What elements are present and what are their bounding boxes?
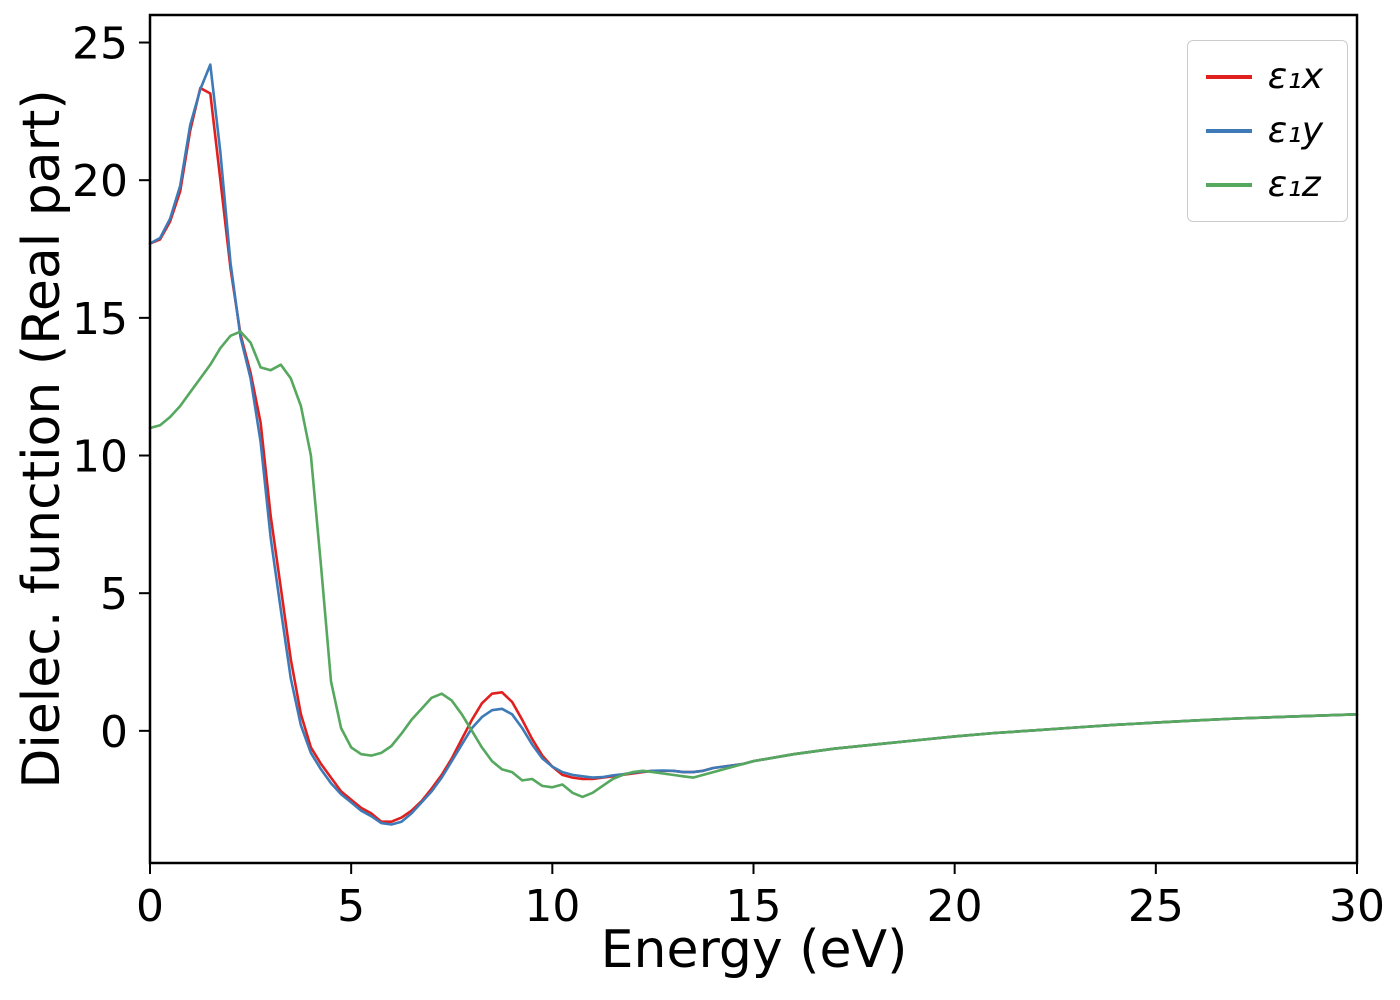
y-tick-label: 25 — [72, 19, 128, 70]
y-tick-label: 20 — [72, 156, 128, 207]
legend-label: ε₁y — [1267, 110, 1323, 151]
y-tick-label: 5 — [100, 569, 128, 620]
legend-item: ε₁y — [1205, 110, 1323, 151]
legend: ε₁x ε₁y ε₁z — [1186, 40, 1348, 222]
legend-swatch — [1205, 75, 1252, 79]
legend-swatch — [1205, 129, 1252, 133]
x-tick-label: 15 — [726, 881, 782, 932]
y-tick-label: 10 — [72, 432, 128, 483]
legend-swatch — [1205, 183, 1252, 187]
x-tick-label: 30 — [1329, 881, 1385, 932]
legend-label: ε₁x — [1267, 56, 1323, 97]
y-tick-label: 15 — [72, 294, 128, 345]
x-tick-label: 10 — [524, 881, 580, 932]
y-axis-label: Dielec. function (Real part) — [12, 89, 72, 789]
series-line-eps1y — [148, 63, 1359, 826]
legend-item: ε₁x — [1205, 56, 1323, 97]
x-axis-label: Energy (eV) — [600, 920, 908, 980]
x-tick-label: 0 — [136, 881, 164, 932]
axes-box — [148, 13, 1359, 865]
y-tick-label: 0 — [100, 707, 128, 758]
series-line-eps1x — [148, 86, 1359, 824]
x-tick-label: 25 — [1128, 881, 1184, 932]
x-tick-label: 5 — [337, 881, 365, 932]
series-line-eps1z — [148, 330, 1359, 799]
x-tick-label: 20 — [927, 881, 983, 932]
legend-item: ε₁z — [1205, 164, 1323, 205]
legend-label: ε₁z — [1267, 164, 1321, 205]
